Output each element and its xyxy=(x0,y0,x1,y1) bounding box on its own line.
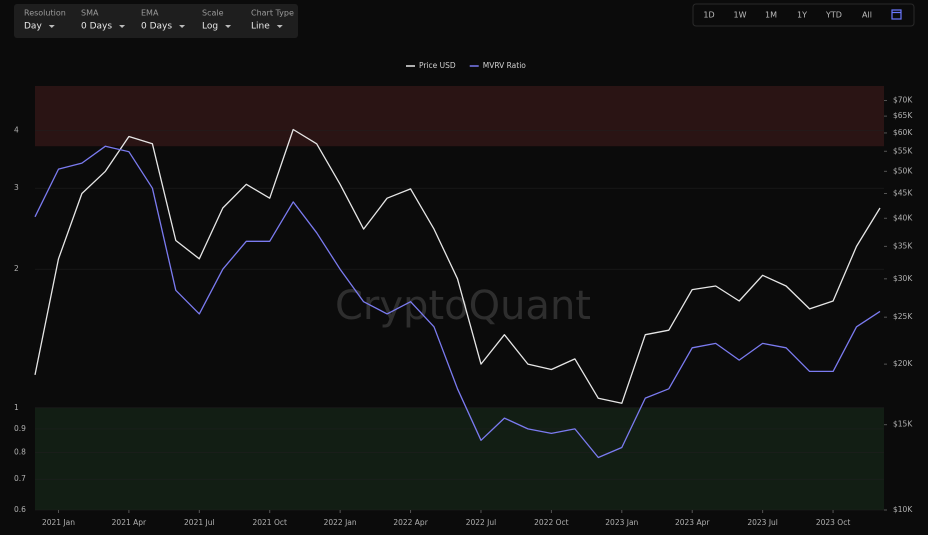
y-tick-label: 0.9 xyxy=(14,424,26,433)
dropdown-caret xyxy=(225,25,232,28)
y2-tick-label: $30K xyxy=(893,274,913,283)
y2-tick-label: $25K xyxy=(893,312,913,321)
control-label: EMA xyxy=(141,9,159,18)
control-label: Scale xyxy=(202,9,224,18)
y2-tick-label: $20K xyxy=(893,359,913,368)
y2-tick-label: $40K xyxy=(893,213,913,222)
control-value[interactable]: Log xyxy=(202,22,218,32)
x-tick-label: 2022 Oct xyxy=(534,518,568,527)
y2-tick-label: $35K xyxy=(893,241,913,250)
threshold-band xyxy=(35,407,884,510)
dropdown-caret xyxy=(179,25,186,28)
range-button[interactable]: 1M xyxy=(765,11,777,20)
y2-tick-label: $60K xyxy=(893,128,913,137)
x-tick-label: 2022 Jul xyxy=(466,518,497,527)
x-tick-label: 2021 Apr xyxy=(112,518,147,527)
range-button[interactable]: 1Y xyxy=(797,11,807,20)
y2-tick-label: $10K xyxy=(893,505,913,514)
y2-tick-label: $50K xyxy=(893,166,913,175)
x-tick-label: 2023 Apr xyxy=(675,518,710,527)
control-value[interactable]: Day xyxy=(24,22,42,32)
control-label: Chart Type xyxy=(251,9,294,18)
y2-tick-label: $15K xyxy=(893,420,913,429)
dropdown-caret xyxy=(276,25,283,28)
range-button[interactable]: 1W xyxy=(734,11,747,20)
x-tick-label: 2023 Jul xyxy=(747,518,778,527)
y-tick-label: 1 xyxy=(14,403,19,412)
range-button[interactable]: YTD xyxy=(825,11,842,20)
range-button[interactable]: All xyxy=(862,11,872,20)
series-line xyxy=(34,128,881,404)
y-tick-label: 0.7 xyxy=(14,474,26,483)
x-tick-label: 2021 Oct xyxy=(252,518,286,527)
control-label: SMA xyxy=(81,9,99,18)
y-tick-label: 0.6 xyxy=(14,505,26,514)
range-button[interactable]: 1D xyxy=(703,11,714,20)
calendar-box xyxy=(891,9,902,20)
control-value[interactable]: Line xyxy=(251,22,270,32)
x-tick-label: 2021 Jan xyxy=(42,518,75,527)
y2-tick-label: $45K xyxy=(893,188,913,197)
x-tick-label: 2021 Jul xyxy=(184,518,215,527)
y2-tick-label: $65K xyxy=(893,111,913,120)
watermark: CryptoQuant xyxy=(335,283,591,329)
series-line xyxy=(34,145,881,459)
legend-label[interactable]: MVRV Ratio xyxy=(483,61,527,70)
y-tick-label: 3 xyxy=(14,183,19,192)
x-tick-label: 2023 Jan xyxy=(605,518,638,527)
range-panel xyxy=(692,3,915,27)
y2-tick-label: $70K xyxy=(893,96,913,105)
legend-label[interactable]: Price USD xyxy=(419,61,456,70)
x-tick-label: 2022 Jan xyxy=(324,518,357,527)
y2-tick-label: $55K xyxy=(893,146,913,155)
x-tick-label: 2022 Apr xyxy=(393,518,428,527)
control-value[interactable]: 0 Days xyxy=(81,22,112,32)
y-tick-label: 2 xyxy=(14,264,19,273)
control-label: Resolution xyxy=(24,9,66,18)
y-tick-label: 0.8 xyxy=(14,447,26,456)
x-tick-label: 2023 Oct xyxy=(816,518,850,527)
controls-panel xyxy=(14,4,298,38)
dropdown-caret xyxy=(119,25,126,28)
calendar-icon[interactable] xyxy=(891,9,902,20)
threshold-band xyxy=(35,86,884,147)
dropdown-caret xyxy=(48,25,55,28)
control-value[interactable]: 0 Days xyxy=(141,22,172,32)
y-tick-label: 4 xyxy=(14,126,19,135)
